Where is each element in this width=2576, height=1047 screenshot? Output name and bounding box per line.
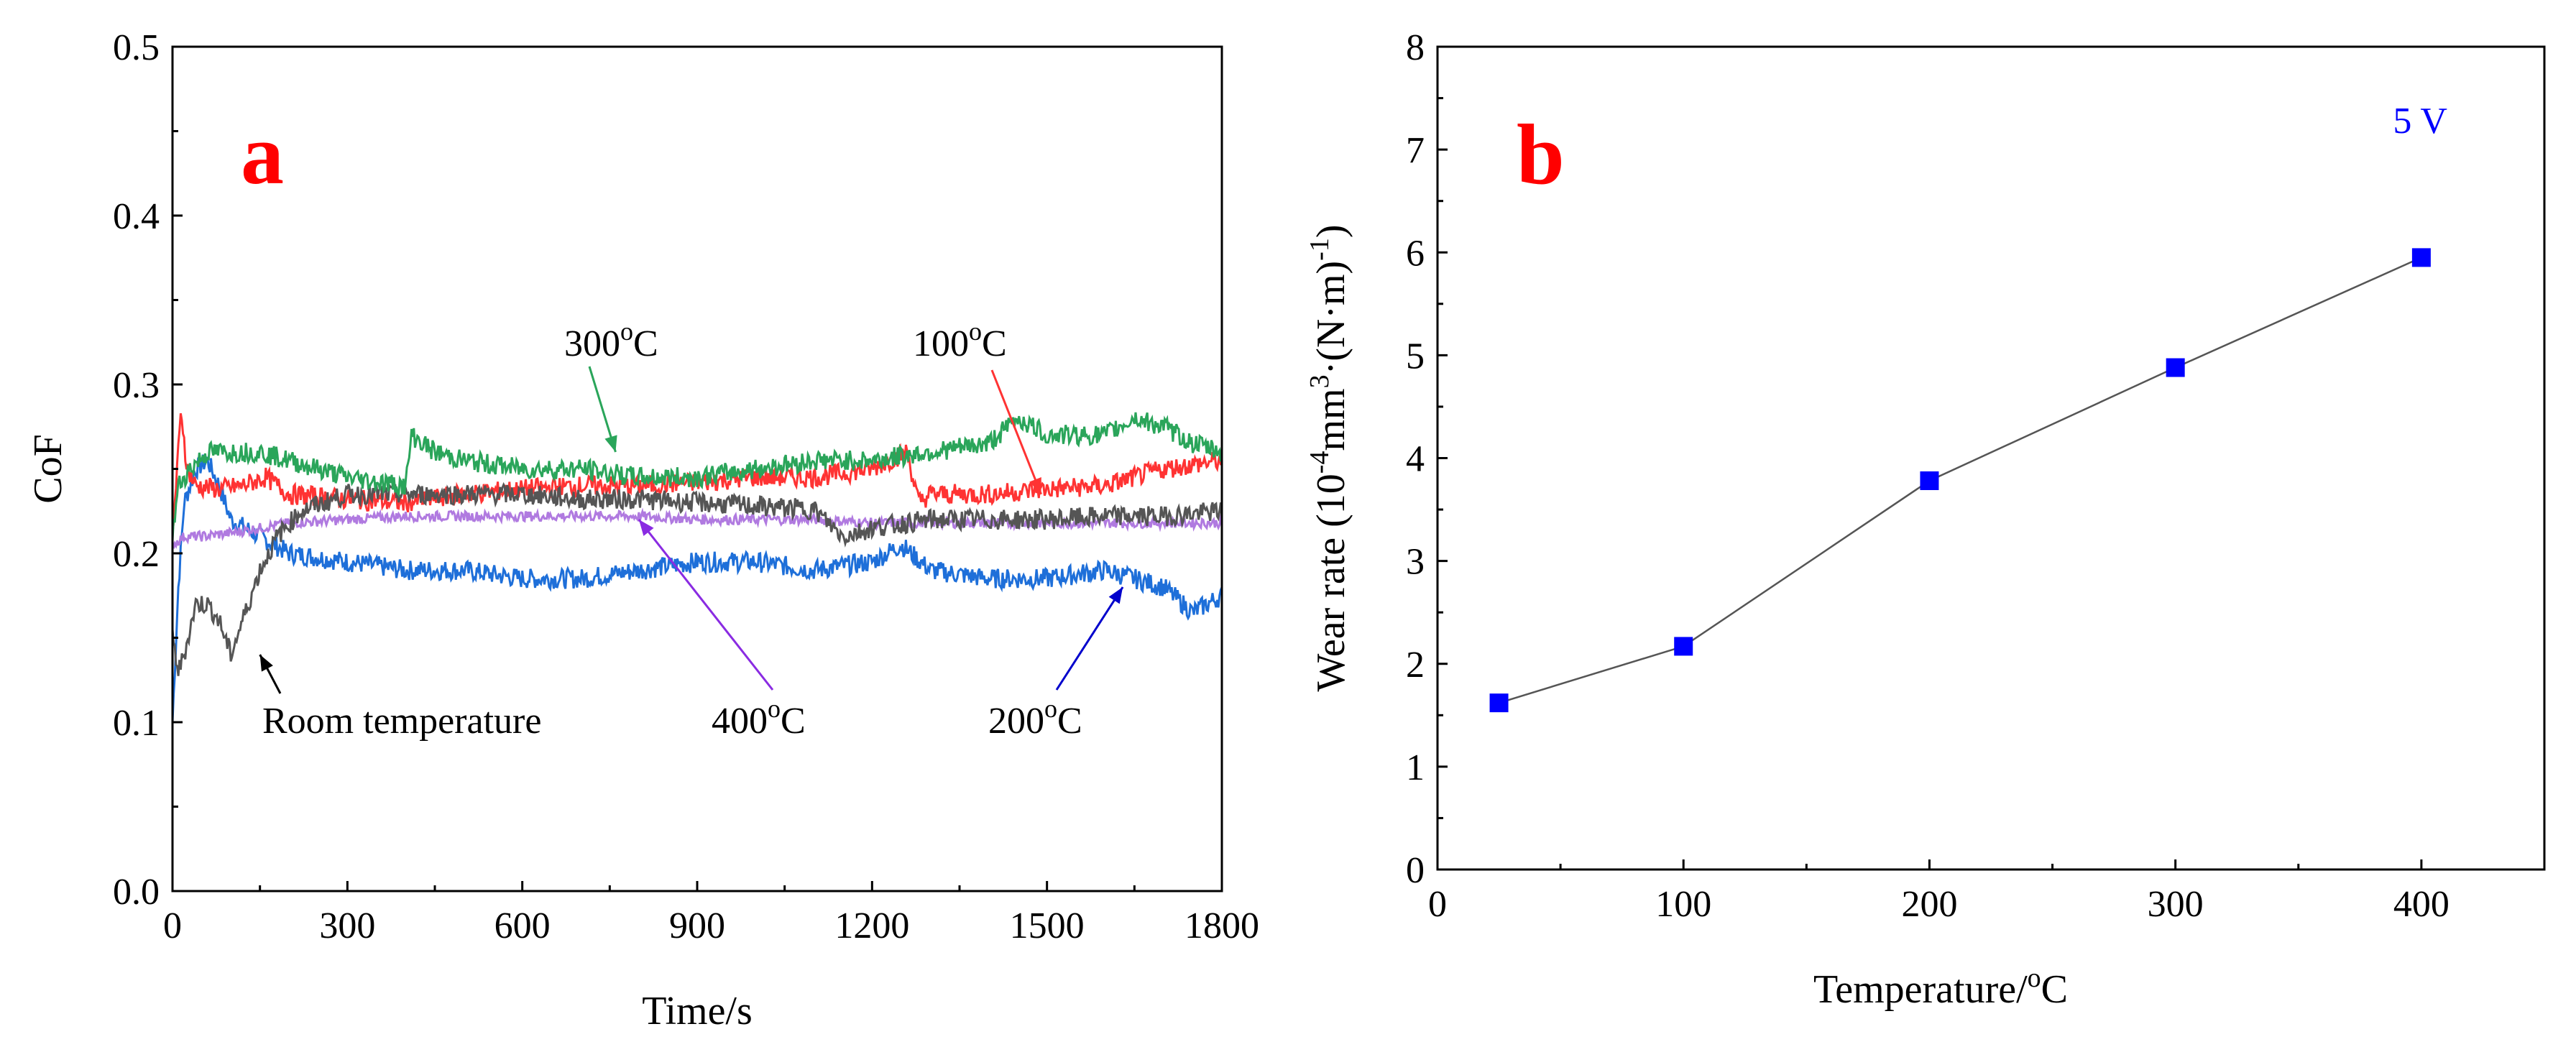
y-title-part-4: ·(N·m) — [1309, 261, 1353, 375]
b-y-tick-label: 0 — [1406, 850, 1425, 891]
annotation-label-1: 100oC — [913, 317, 1007, 364]
b-y-tick-label: 1 — [1406, 747, 1425, 788]
a-x-tick-label: 300 — [319, 905, 375, 946]
panel-b-y-axis-title: Wear rate (10-4mm3·(N·m)-1) — [1305, 225, 1353, 692]
annotation-arrow-1 — [990, 369, 1042, 495]
y-title-part-6: ) — [1309, 225, 1353, 239]
annotation-label-0: 300oC — [564, 317, 658, 364]
a-x-tick-label: 900 — [669, 905, 725, 946]
x-title-sup: o — [2028, 963, 2041, 993]
a-x-tick-label: 600 — [494, 905, 551, 946]
a-y-tick-label: 0.4 — [113, 196, 160, 237]
panel-b-chart: 0 100 200 300 400 0 1 2 3 4 5 6 7 8 b 5 V Temperature… — [1305, 27, 2546, 1012]
a-x-tick-label: 1500 — [1010, 905, 1085, 946]
a-y-tick-label: 0.1 — [113, 703, 160, 744]
annotation-arrowhead-2 — [259, 655, 273, 672]
y-title-part-0: Wear rate (10 — [1309, 474, 1353, 691]
panel-b-letter: b — [1517, 106, 1565, 202]
y-title-part-1: -4 — [1305, 451, 1335, 474]
b-y-tick-label: 4 — [1406, 439, 1425, 480]
a-y-tick-label: 0.0 — [113, 872, 160, 913]
b-x-tick-label: 200 — [1901, 884, 1957, 925]
panel-a-chart: 0 300 600 900 1200 1500 1800 0.0 0.1 0.2 0.3 0.4 0.5… — [26, 27, 1259, 1033]
b-x-tick-label: 400 — [2393, 884, 2450, 925]
b-x-tick-label: 300 — [2148, 884, 2204, 925]
b-y-tick-label: 6 — [1406, 233, 1425, 274]
data-point-marker — [1674, 637, 1693, 656]
panel-a-x-axis-title: Time/s — [642, 989, 753, 1033]
annotation-arrowhead-3 — [638, 520, 654, 536]
b-x-tick-label: 100 — [1655, 884, 1711, 925]
b-y-tick-label: 3 — [1406, 542, 1425, 583]
y-title-part-2: mm — [1309, 388, 1353, 451]
panel-a-y-axis-title: CoF — [26, 434, 70, 504]
a-y-tick-label: 0.2 — [113, 534, 160, 575]
y-title-part-5: -1 — [1305, 238, 1335, 261]
data-point-marker — [1920, 471, 1939, 490]
a-y-tick-label: 0.5 — [113, 27, 160, 68]
series-line-0 — [171, 481, 1223, 676]
b-y-tick-label: 7 — [1406, 130, 1425, 171]
data-point-marker — [2411, 248, 2431, 267]
series-line-4 — [171, 507, 1223, 549]
annotation-arrowhead-1 — [1029, 476, 1041, 494]
a-x-tick-label: 0 — [163, 905, 182, 946]
b-y-tick-label: 8 — [1406, 27, 1425, 68]
panel-a-letter: a — [241, 106, 284, 202]
annotation-label-4: 200oC — [988, 694, 1082, 742]
x-title-main: Temperature/ — [1813, 967, 2028, 1012]
series-line-2 — [171, 453, 1223, 723]
y-title-part-3: 3 — [1305, 374, 1335, 388]
series-line-3 — [171, 412, 1223, 541]
b-y-tick-label: 5 — [1406, 336, 1425, 377]
voltage-label: 5 V — [2393, 101, 2447, 142]
data-point-marker — [2166, 358, 2185, 377]
annotation-arrow-4 — [1055, 586, 1124, 691]
b-y-tick-label: 2 — [1406, 645, 1425, 686]
annotation-arrowhead-4 — [1108, 587, 1123, 604]
data-point-marker — [1489, 693, 1509, 713]
annotation-label-2: Room temperature — [262, 701, 541, 742]
annotation-arrow-3 — [638, 519, 774, 691]
panel-b-x-axis-title: Temperature/oC — [1813, 963, 2068, 1012]
panel-b-series-line — [1499, 257, 2422, 704]
b-x-tick-label: 0 — [1428, 884, 1447, 925]
panel-b-frame — [1436, 45, 2546, 871]
a-x-tick-label: 1800 — [1184, 905, 1259, 946]
x-title-unit: C — [2041, 967, 2068, 1012]
annotation-arrowhead-0 — [604, 435, 617, 452]
a-y-tick-label: 0.3 — [113, 365, 160, 406]
annotation-label-3: 400oC — [712, 694, 806, 742]
a-x-tick-label: 1200 — [834, 905, 909, 946]
